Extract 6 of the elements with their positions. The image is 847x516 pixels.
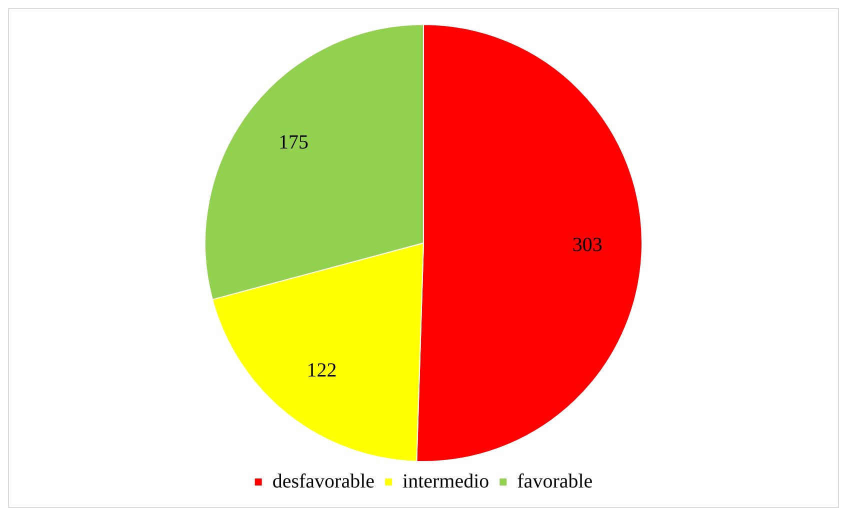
data-label: 303 (572, 234, 602, 256)
legend-label: favorable (517, 470, 593, 492)
data-label: 122 (306, 360, 337, 382)
data-label: 175 (278, 131, 308, 154)
legend-label: intermedio (402, 470, 490, 492)
legend-label: desfavorable (272, 470, 375, 492)
